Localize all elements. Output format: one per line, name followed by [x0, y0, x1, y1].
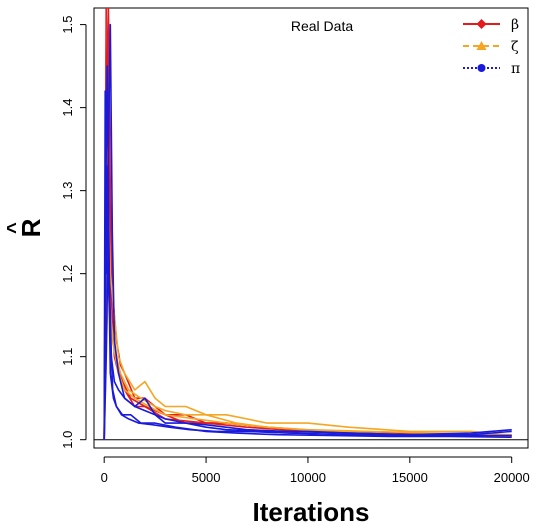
legend: βζπ	[463, 17, 520, 77]
y-tick-label-1: 1.1	[60, 348, 75, 366]
y-tick-label-3: 1.3	[60, 182, 75, 200]
series-layer	[94, 8, 528, 441]
y-tick-label-0: 1.0	[60, 431, 75, 449]
legend-label-beta: β	[511, 17, 519, 33]
series-line-beta-1	[103, 8, 512, 440]
axis-layer: 0 5000 10000 15000 20000 1.0 1.1 1.2 1.3 1.4 1.5	[60, 16, 530, 485]
legend-label-pi: π	[511, 61, 520, 77]
y-axis-title-group: R ^	[4, 218, 46, 237]
plot-frame	[93, 7, 529, 449]
y-axis-title-hat: ^	[4, 222, 26, 234]
x-tick-label-2: 10000	[290, 470, 326, 485]
series-line-beta-0	[103, 8, 512, 440]
x-tick-label-0: 0	[101, 470, 108, 485]
y-axis-title: R	[16, 218, 46, 237]
y-tick-label-5: 1.5	[60, 16, 75, 34]
x-axis-title: Iterations	[252, 497, 369, 526]
series-line-pi-8	[103, 231, 512, 440]
y-tick-label-2: 1.2	[60, 265, 75, 283]
series-line-zeta-3	[103, 148, 512, 440]
x-tick-label-4: 20000	[494, 470, 530, 485]
legend-label-zeta: ζ	[511, 39, 519, 55]
annotation-label: Real Data	[291, 18, 353, 34]
y-tick-label-4: 1.4	[60, 99, 75, 117]
series-line-zeta-5	[103, 272, 512, 440]
series-line-pi-7	[103, 65, 512, 440]
series-line-zeta-4	[103, 231, 512, 440]
series-line-pi-9	[103, 164, 512, 440]
legend-marker-zeta	[476, 41, 487, 50]
x-tick-label-1: 5000	[192, 470, 221, 485]
legend-marker-beta	[476, 19, 487, 29]
series-line-pi-6	[103, 23, 512, 440]
x-tick-label-3: 15000	[392, 470, 428, 485]
legend-marker-pi	[477, 64, 486, 72]
series-line-beta-2	[103, 65, 512, 440]
